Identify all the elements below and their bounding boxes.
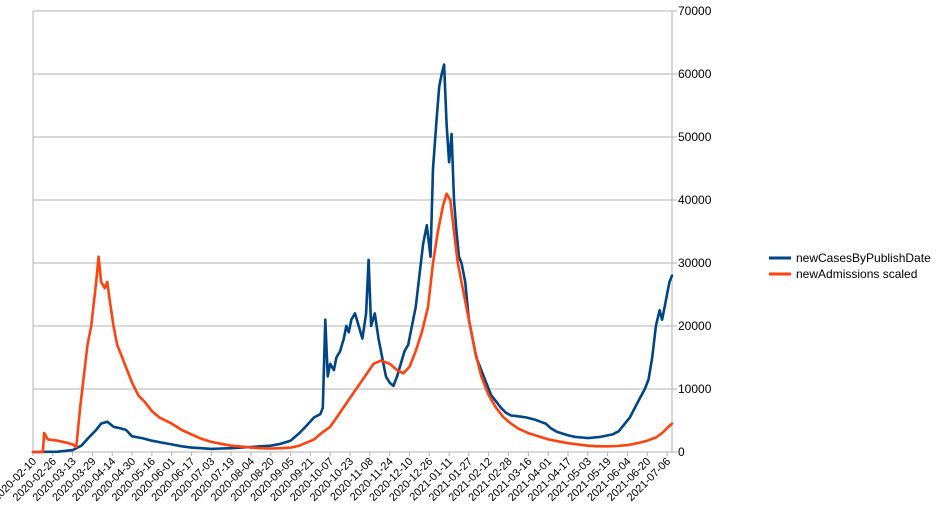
y-tick-label: 10000 <box>678 382 712 396</box>
series-lines <box>31 63 674 454</box>
series-line-newCasesByPublishDate <box>31 63 674 454</box>
y-tick-label: 70000 <box>678 4 712 18</box>
y-gridlines <box>33 10 677 453</box>
legend: newCasesByPublishDate newAdmissions scale… <box>769 251 931 281</box>
y-tick-label: 50000 <box>678 130 712 144</box>
y-tick-labels: 0 10000 20000 30000 40000 50000 60000 70000 <box>678 4 712 459</box>
y-tick-label: 30000 <box>678 256 712 270</box>
axes <box>32 11 673 452</box>
series-line-newAdmissions scaled <box>31 192 674 454</box>
legend-label: newCasesByPublishDate <box>796 251 931 265</box>
y-tick-label: 0 <box>678 445 685 459</box>
y-tick-label: 60000 <box>678 67 712 81</box>
y-tick-label: 40000 <box>678 193 712 207</box>
y-tick-label: 20000 <box>678 319 712 333</box>
legend-label: newAdmissions scaled <box>796 267 917 281</box>
